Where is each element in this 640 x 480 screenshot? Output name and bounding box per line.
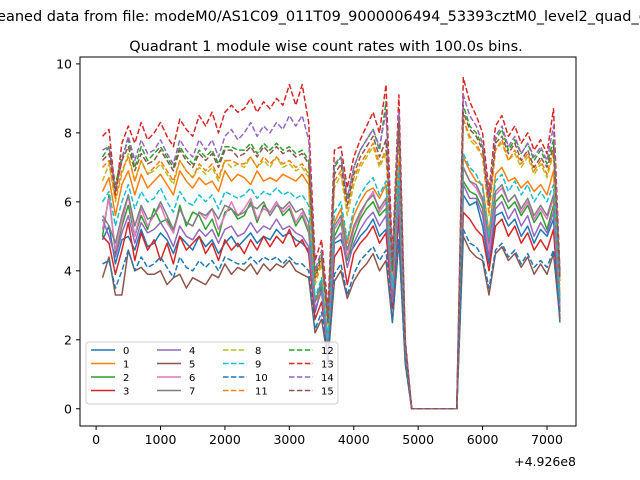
legend-label-6: 6 bbox=[189, 373, 195, 384]
y-tick-label: 10 bbox=[56, 56, 72, 71]
x-tick-label: 1000 bbox=[145, 432, 177, 447]
x-offset-label: +4.926e8 bbox=[514, 454, 576, 469]
series-line-10 bbox=[102, 228, 561, 410]
y-tick-label: 8 bbox=[64, 125, 72, 140]
x-tick-label: 0 bbox=[92, 432, 100, 447]
legend-label-10: 10 bbox=[255, 373, 268, 384]
legend-label-9: 9 bbox=[255, 360, 261, 371]
legend-label-7: 7 bbox=[189, 387, 195, 398]
legend-label-4: 4 bbox=[189, 346, 195, 357]
series-line-9 bbox=[101, 152, 561, 410]
x-tick-label: 5000 bbox=[402, 432, 434, 447]
legend-frame bbox=[85, 341, 339, 405]
legend-label-8: 8 bbox=[255, 346, 261, 357]
x-tick-label: 3000 bbox=[273, 432, 305, 447]
y-tick-label: 4 bbox=[64, 263, 72, 278]
legend-label-3: 3 bbox=[123, 387, 129, 398]
legend-label-1: 1 bbox=[123, 360, 129, 371]
y-tick-label: 0 bbox=[64, 401, 72, 416]
chart-title: Quadrant 1 module wise count rates with … bbox=[129, 39, 523, 55]
legend-label-5: 5 bbox=[189, 360, 195, 371]
legend-label-14: 14 bbox=[321, 373, 334, 384]
plot-area-frame bbox=[79, 56, 577, 427]
legend-label-11: 11 bbox=[255, 387, 268, 398]
x-tick-label: 2000 bbox=[209, 432, 241, 447]
y-tick-label: 2 bbox=[64, 332, 72, 347]
series-line-15 bbox=[101, 111, 561, 410]
x-tick-label: 6000 bbox=[467, 432, 499, 447]
legend-label-15: 15 bbox=[321, 387, 334, 398]
legend-label-12: 12 bbox=[321, 346, 334, 357]
figure-suptitle: Plot of cleaned data from file: modeM0/A… bbox=[0, 9, 640, 25]
x-tick-label: 4000 bbox=[338, 432, 370, 447]
y-tick-label: 6 bbox=[64, 194, 72, 209]
legend-label-2: 2 bbox=[123, 373, 129, 384]
x-tick-label: 7000 bbox=[531, 432, 563, 447]
legend-label-0: 0 bbox=[123, 346, 129, 357]
series-line-7 bbox=[101, 166, 561, 410]
series-layer bbox=[101, 76, 561, 410]
legend-label-13: 13 bbox=[321, 360, 334, 371]
